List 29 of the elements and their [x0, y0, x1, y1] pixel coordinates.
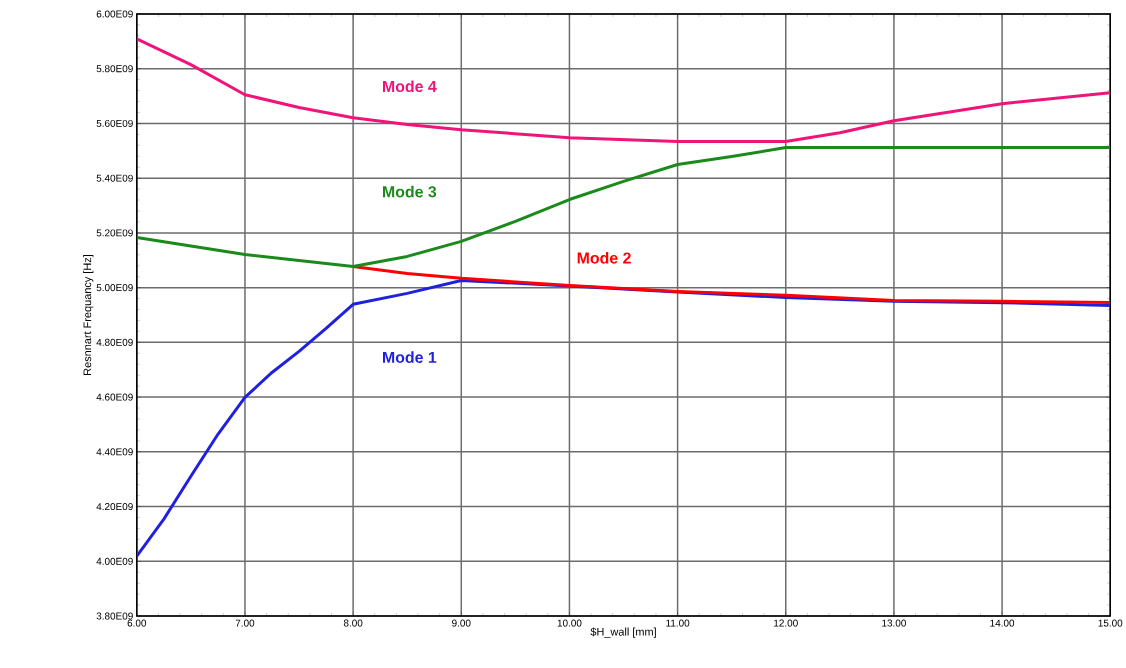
y-tick-label: 4.40E09 [96, 448, 133, 456]
x-tick-label: 14.00 [990, 619, 1015, 627]
y-tick-label: 5.60E09 [96, 119, 133, 127]
x-axis-title: $H_wall [mm] [590, 627, 656, 638]
line-series [136, 37, 1111, 144]
y-tick-label: 6.00E09 [96, 10, 133, 18]
y-tick-label: 4.60E09 [96, 393, 133, 401]
x-tick-label: 8.00 [343, 619, 363, 627]
series-label: Mode 2 [577, 251, 631, 264]
x-tick-label: 6.00 [127, 619, 147, 627]
x-tick-label: 11.00 [666, 619, 690, 627]
y-tick-label: 4.80E09 [96, 338, 133, 346]
x-tick-label: 13.00 [882, 619, 906, 627]
y-tick-label: 5.40E09 [96, 174, 133, 182]
text: Mode 1 [383, 351, 437, 364]
x-tick-label: 9.00 [452, 619, 471, 627]
text: Mode 3 [383, 185, 437, 198]
y-tick-label: 4.20E09 [96, 503, 133, 511]
y-tick-label: 5.80E09 [96, 65, 133, 73]
x-tick-label: 15.00 [1098, 619, 1123, 627]
y-tick-label: 5.20E09 [96, 229, 133, 237]
y-tick-label: 4.00E09 [96, 557, 133, 565]
x-tick-label: 12.00 [774, 619, 798, 627]
y-tick-label: 3.80E09 [96, 612, 133, 620]
x-tick-label: 10.00 [557, 619, 582, 627]
series-label: Mode 4 [383, 80, 437, 93]
x-tick-label: 7.00 [235, 619, 255, 627]
y-tick-label: 5.00E09 [96, 284, 133, 292]
y-axis-title: Resnnart Frequancy [Hz] [83, 255, 94, 375]
